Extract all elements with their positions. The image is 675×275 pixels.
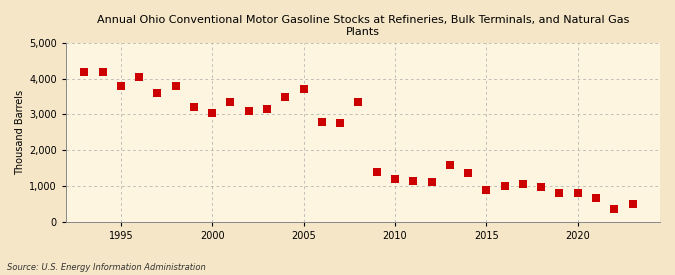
Point — [536, 185, 547, 189]
Point — [97, 69, 108, 74]
Point — [152, 91, 163, 95]
Point — [280, 94, 291, 99]
Point — [627, 202, 638, 206]
Point — [462, 171, 473, 176]
Point — [317, 119, 327, 124]
Point — [518, 182, 529, 186]
Y-axis label: Thousand Barrels: Thousand Barrels — [15, 90, 25, 175]
Point — [225, 100, 236, 104]
Point — [609, 207, 620, 211]
Point — [134, 75, 144, 79]
Point — [444, 162, 455, 167]
Point — [389, 177, 400, 181]
Point — [115, 84, 126, 88]
Point — [408, 179, 418, 183]
Point — [188, 105, 199, 109]
Point — [353, 100, 364, 104]
Point — [79, 69, 90, 74]
Point — [591, 196, 601, 201]
Point — [554, 191, 565, 195]
Title: Annual Ohio Conventional Motor Gasoline Stocks at Refineries, Bulk Terminals, an: Annual Ohio Conventional Motor Gasoline … — [97, 15, 629, 37]
Point — [262, 107, 273, 111]
Text: Source: U.S. Energy Information Administration: Source: U.S. Energy Information Administ… — [7, 263, 205, 272]
Point — [243, 109, 254, 113]
Point — [572, 191, 583, 195]
Point — [371, 170, 382, 175]
Point — [298, 87, 309, 92]
Point — [207, 111, 217, 115]
Point — [335, 121, 346, 126]
Point — [426, 180, 437, 185]
Point — [481, 188, 492, 192]
Point — [170, 84, 181, 88]
Point — [500, 184, 510, 188]
